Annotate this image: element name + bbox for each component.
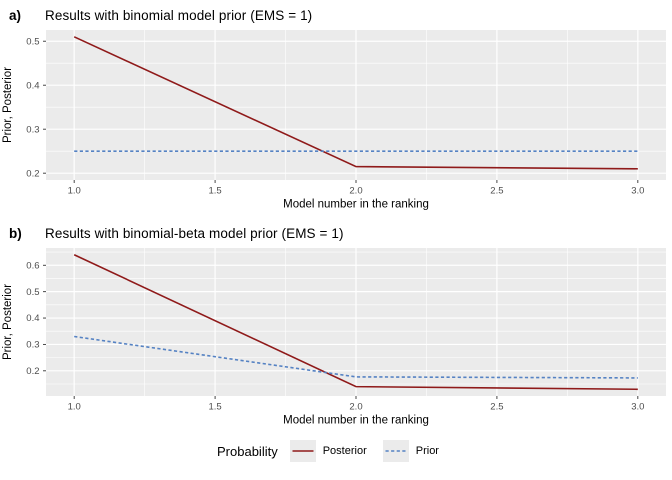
panel-b: b) Results with binomial-beta model prio… (0, 218, 672, 429)
legend: Probability Posterior Prior (0, 440, 672, 462)
legend-label-posterior: Posterior (322, 445, 367, 457)
svg-text:2.0: 2.0 (349, 402, 362, 413)
prior-line-key-icon (382, 440, 409, 462)
svg-text:Model number in the ranking: Model number in the ranking (283, 199, 429, 211)
svg-text:Model number in the ranking: Model number in the ranking (283, 415, 429, 427)
svg-text:0.2: 0.2 (26, 168, 39, 179)
panel-b-tag: b) (9, 226, 22, 241)
legend-item-prior: Prior (382, 440, 439, 462)
panel-a-title-row: a) Results with binomial model prior (EM… (0, 0, 672, 27)
svg-text:1.0: 1.0 (68, 402, 81, 413)
svg-text:0.5: 0.5 (26, 287, 39, 298)
svg-text:0.4: 0.4 (26, 80, 39, 91)
svg-text:2.5: 2.5 (490, 402, 503, 413)
panel-a-title: Results with binomial model prior (EMS =… (45, 8, 313, 23)
svg-text:0.3: 0.3 (26, 340, 39, 351)
chart-panel-b: 0.2 0.3 0.4 0.5 0.6 1.0 1.5 2.0 2.5 3.0 Model numb… (2, 248, 666, 427)
posterior-line-key-icon (289, 440, 316, 462)
svg-text:1.5: 1.5 (208, 186, 221, 197)
svg-text:2.0: 2.0 (349, 186, 362, 197)
svg-text:3.0: 3.0 (631, 186, 644, 197)
panel-b-title: Results with binomial-beta model prior (… (45, 226, 344, 241)
svg-text:0.4: 0.4 (26, 313, 39, 324)
svg-text:1.0: 1.0 (68, 186, 81, 197)
legend-item-posterior: Posterior (289, 440, 367, 462)
svg-text:0.5: 0.5 (26, 36, 39, 47)
legend-title: Probability (217, 443, 278, 459)
panel-a-tag: a) (9, 8, 22, 23)
svg-text:2.5: 2.5 (490, 186, 503, 197)
legend-label-prior: Prior (415, 445, 439, 457)
svg-text:0.6: 0.6 (26, 260, 39, 271)
panel-b-title-row: b) Results with binomial-beta model prio… (0, 218, 672, 245)
chart-panel-a: 0.2 0.3 0.4 0.5 1.0 1.5 2.0 2.5 3.0 Model number … (2, 30, 666, 211)
svg-text:0.3: 0.3 (26, 124, 39, 135)
svg-text:3.0: 3.0 (631, 402, 644, 413)
svg-text:Prior, Posterior: Prior, Posterior (2, 67, 14, 143)
svg-text:Prior, Posterior: Prior, Posterior (2, 284, 14, 360)
svg-text:1.5: 1.5 (208, 402, 221, 413)
panel-a: a) Results with binomial model prior (EM… (0, 0, 672, 213)
svg-text:0.2: 0.2 (26, 366, 39, 377)
